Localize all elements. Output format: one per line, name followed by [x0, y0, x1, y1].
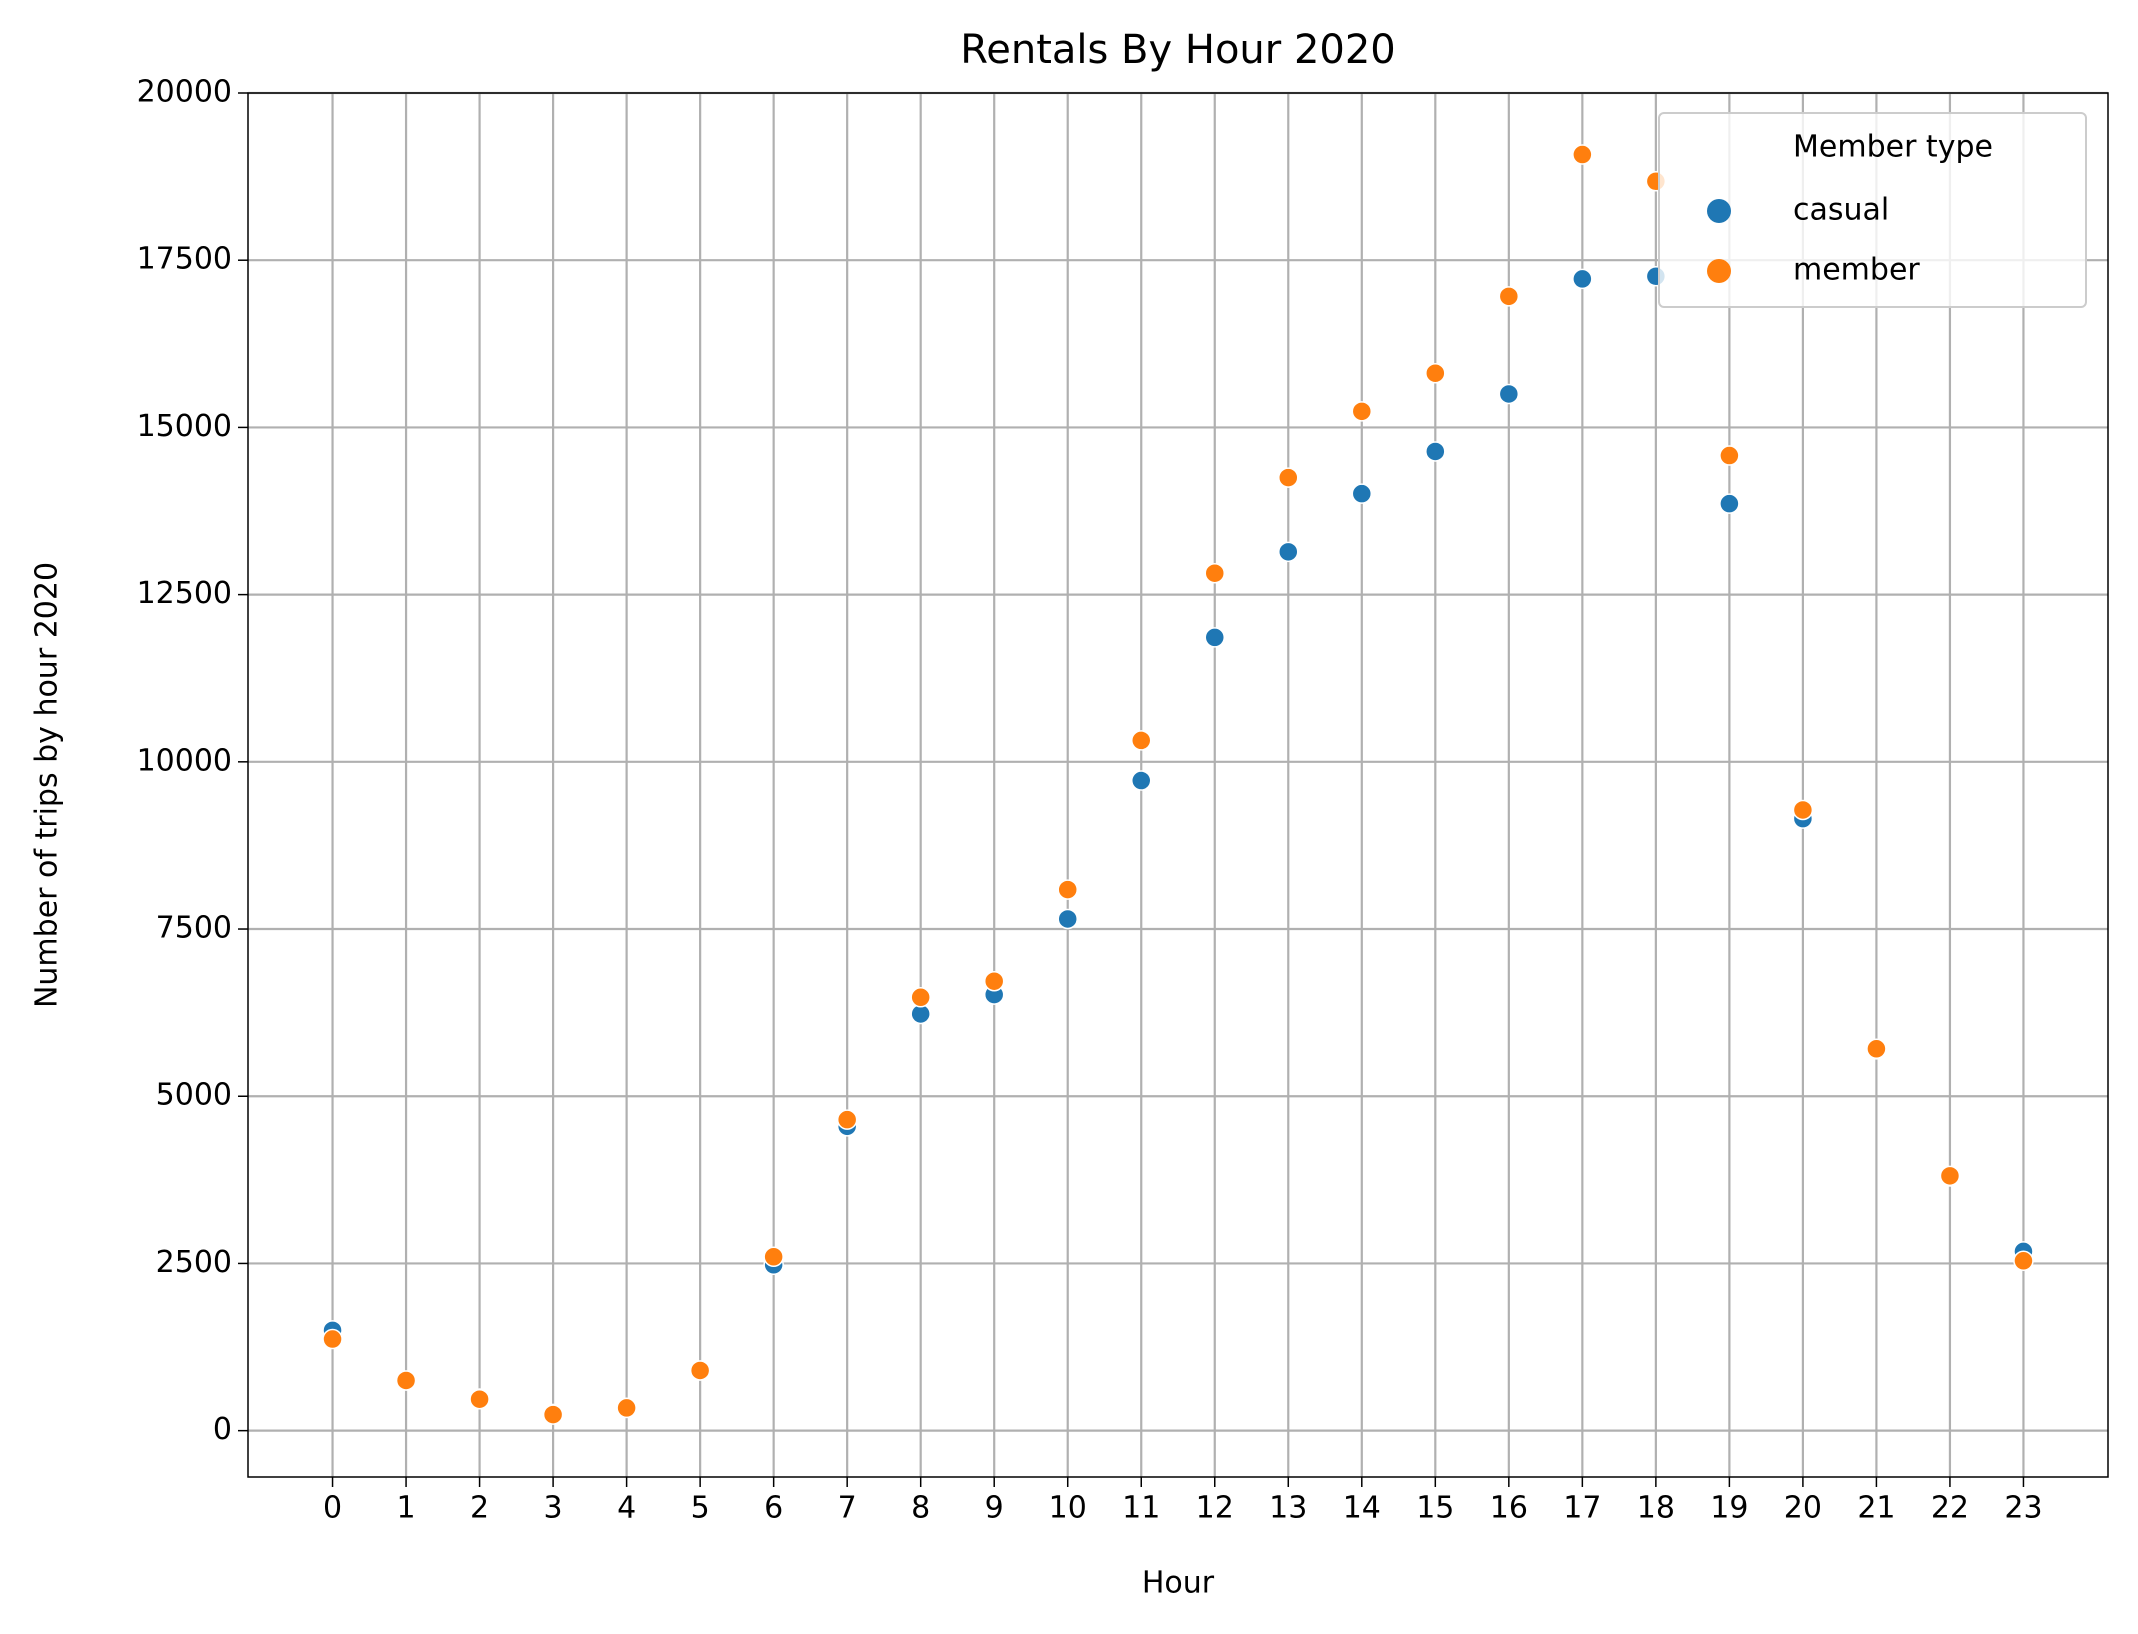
- x-tick-label: 20: [1784, 1491, 1822, 1526]
- legend-title: Member type: [1793, 130, 1993, 165]
- point: [395, 1370, 417, 1391]
- x-tick-label: 19: [1710, 1491, 1748, 1526]
- point: [1792, 799, 1814, 821]
- point: [2013, 1250, 2034, 1272]
- point: [1866, 1038, 1887, 1060]
- y-tick-label: 15000: [137, 409, 232, 444]
- x-tick-label: 23: [2004, 1491, 2042, 1526]
- point: [910, 987, 931, 1008]
- point: [1204, 627, 1226, 648]
- point: [1572, 268, 1593, 290]
- y-tick-label: 12500: [137, 576, 232, 611]
- point: [1204, 562, 1226, 584]
- y-tick-label: 17500: [137, 242, 232, 277]
- x-tick-label: 7: [838, 1491, 857, 1526]
- x-tick-label: 15: [1416, 1491, 1454, 1526]
- point: [322, 1328, 343, 1350]
- point: [1278, 541, 1299, 563]
- point: [1278, 467, 1299, 488]
- point: [836, 1109, 858, 1130]
- point: [1719, 445, 1740, 466]
- x-tick-label: 22: [1931, 1491, 1969, 1526]
- point: [1498, 383, 1520, 405]
- y-tick-label: 10000: [137, 743, 232, 778]
- x-tick-label: 8: [911, 1491, 930, 1526]
- y-tick-label: 5000: [156, 1078, 232, 1113]
- plot-frame: [247, 92, 2109, 1478]
- x-tick-label: 4: [617, 1491, 636, 1526]
- point: [1425, 362, 1446, 384]
- point: [983, 970, 1005, 992]
- point: [1351, 483, 1373, 504]
- point: [616, 1397, 637, 1419]
- x-tick-label: 2: [470, 1491, 489, 1526]
- y-axis-label: Number of trips by hour 2020: [30, 562, 65, 1008]
- point: [763, 1246, 784, 1268]
- point: [1057, 908, 1078, 930]
- x-tick-label: 17: [1563, 1491, 1601, 1526]
- legend-marker: [1707, 199, 1731, 223]
- y-tick-label: 2500: [156, 1245, 232, 1280]
- point: [1572, 144, 1593, 165]
- x-tick-label: 10: [1049, 1491, 1087, 1526]
- x-tick-label: 6: [764, 1491, 783, 1526]
- point: [1939, 1165, 1961, 1187]
- point: [1498, 286, 1520, 307]
- x-tick-label: 9: [985, 1491, 1004, 1526]
- point: [1130, 770, 1152, 791]
- point: [1719, 493, 1740, 514]
- point: [469, 1388, 490, 1410]
- point: [542, 1404, 564, 1425]
- x-tick-label: 0: [323, 1491, 342, 1526]
- x-tick-label: 11: [1122, 1491, 1160, 1526]
- legend-marker: [1707, 259, 1731, 283]
- x-tick-label: 1: [397, 1491, 416, 1526]
- x-tick-label: 12: [1196, 1491, 1234, 1526]
- point: [1425, 441, 1446, 462]
- legend-label: member: [1793, 253, 1920, 288]
- legend-frame: [1658, 112, 2087, 308]
- point: [689, 1360, 711, 1381]
- legend-label: casual: [1793, 193, 1889, 228]
- x-axis-label: Hour: [1142, 1566, 1215, 1601]
- point: [1351, 401, 1373, 422]
- x-tick-label: 14: [1343, 1491, 1381, 1526]
- x-tick-label: 18: [1637, 1491, 1675, 1526]
- x-tick-label: 13: [1269, 1491, 1307, 1526]
- chart-title: Rentals By Hour 2020: [960, 27, 1396, 73]
- x-tick-label: 5: [691, 1491, 710, 1526]
- x-tick-label: 21: [1857, 1491, 1895, 1526]
- y-tick-label: 20000: [137, 75, 232, 110]
- point: [1057, 879, 1078, 900]
- y-tick-label: 7500: [156, 911, 232, 946]
- x-tick-label: 3: [544, 1491, 563, 1526]
- point: [1130, 730, 1152, 751]
- y-tick-label: 0: [213, 1412, 232, 1447]
- x-tick-label: 16: [1490, 1491, 1528, 1526]
